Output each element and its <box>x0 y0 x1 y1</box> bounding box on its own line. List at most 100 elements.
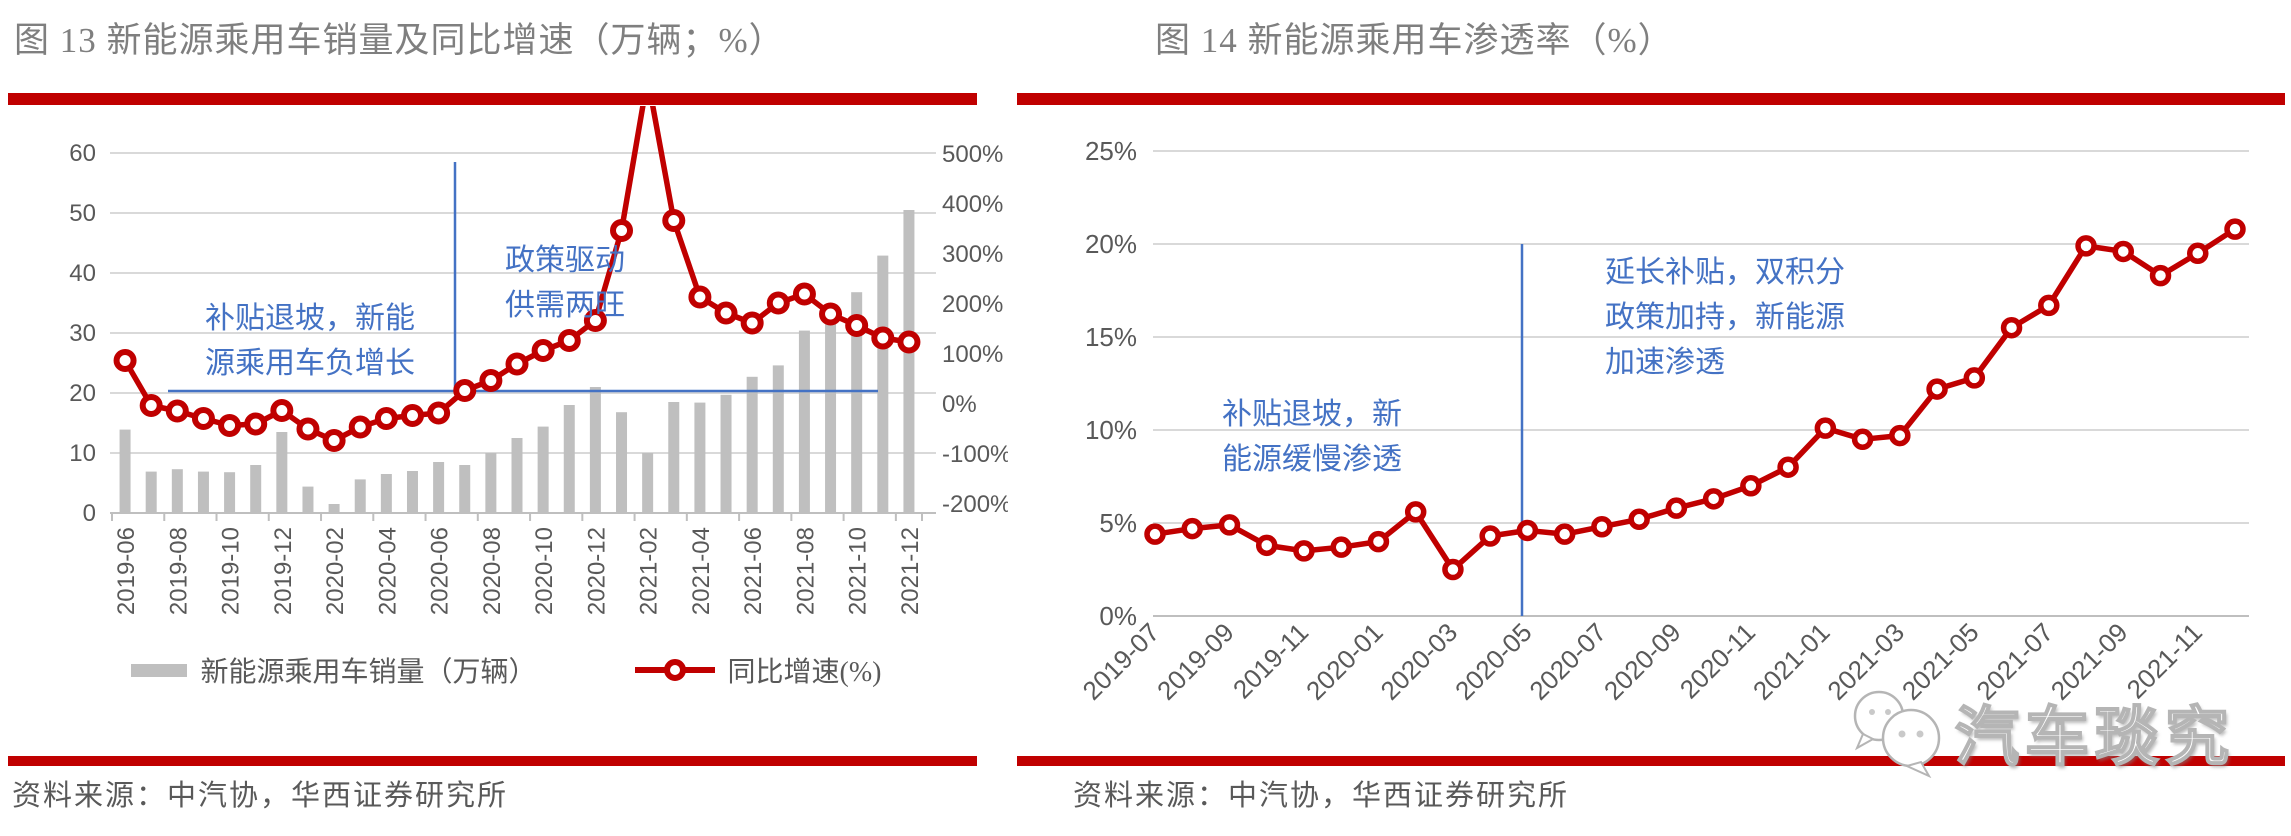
penetration-marker <box>1404 501 1427 523</box>
yoy-marker <box>610 219 634 242</box>
yoy-marker <box>322 429 346 452</box>
sales-bar <box>903 210 915 513</box>
yoy-marker <box>819 302 843 326</box>
x-axis-tick-label: 2021-02 <box>636 527 663 615</box>
penetration-marker <box>2224 218 2246 240</box>
sales-bar <box>119 429 131 513</box>
figure-13-title: 图 13 新能源乘用车销量及同比增速（万辆；%） <box>14 21 785 60</box>
yoy-marker <box>453 379 477 402</box>
right-axis-tick-label: 200% <box>942 291 1003 318</box>
penetration-marker <box>1293 540 1315 562</box>
y-axis-tick-label: 10% <box>1085 415 1137 445</box>
penetration-marker <box>1702 488 1725 510</box>
yoy-marker <box>792 282 816 306</box>
sales-bar <box>851 292 863 513</box>
sales-bar <box>537 426 549 513</box>
chart14-canvas: 25%20%15%10%5%0%2019-072019-092019-11202… <box>1077 136 2249 706</box>
figure-14-bottom-rule <box>1017 756 2285 766</box>
yoy-marker <box>165 399 189 423</box>
yoy-marker <box>662 209 686 232</box>
penetration-marker <box>1851 428 1874 451</box>
sales-bar <box>145 471 157 513</box>
sales-bar <box>433 462 445 513</box>
x-axis-tick-label: 2020-05 <box>1449 617 1538 706</box>
sales-bar <box>276 432 288 513</box>
penetration-marker <box>1218 514 1241 536</box>
sales-bar <box>459 465 471 513</box>
annotation-subsidy-decline-slow-penetration: 补贴退坡，新 能源缓慢渗透 <box>1222 398 1402 476</box>
x-axis-tick-label: 2019-06 <box>113 527 140 615</box>
yoy-marker <box>191 407 215 430</box>
yoy-marker <box>583 309 607 332</box>
sales-bar <box>354 479 366 513</box>
right-axis-tick-label: 0% <box>942 391 977 418</box>
yoy-marker <box>714 301 738 325</box>
penetration-marker <box>1665 497 1688 519</box>
sales-bar <box>250 465 262 513</box>
sales-bar <box>825 312 837 513</box>
x-axis-tick-label: 2019-08 <box>165 527 192 615</box>
penetration-marker <box>1442 558 1464 581</box>
yoy-marker <box>139 394 163 417</box>
sales-bar <box>406 471 418 513</box>
penetration-marker <box>1330 536 1352 558</box>
yoy-marker <box>845 314 869 337</box>
penetration-marker <box>2149 264 2172 287</box>
annotation-subsidy-extension-acceleration: 延长补贴，双积分 政策加持，新能源 加速渗透 <box>1605 256 1845 379</box>
figure-13-source-note: 资料来源：中汽协，华西证券研究所 <box>12 780 509 812</box>
x-axis-tick-label: 2021-01 <box>1747 617 1836 706</box>
x-axis-tick-label: 2021-06 <box>740 527 767 615</box>
x-axis-tick-label: 2020-02 <box>322 527 349 615</box>
chart13-canvas: 60 50 40 30 20 10 0 500% 400% 300% 200% 100% 0% -100%… <box>69 75 1011 615</box>
yoy-marker <box>505 352 529 376</box>
penetration-marker <box>1181 517 1203 540</box>
penetration-marker <box>1516 519 1539 542</box>
sales-bar <box>720 394 732 513</box>
yoy-marker <box>479 369 503 392</box>
yoy-marker <box>531 339 555 362</box>
x-axis-tick-label: 2020-03 <box>1374 617 1463 706</box>
penetration-marker <box>2038 294 2060 317</box>
yoy-marker <box>113 349 137 372</box>
y-axis-tick-label: 20% <box>1085 229 1137 259</box>
x-axis-tick-label: 2021-08 <box>792 527 819 615</box>
right-axis-tick-label: 100% <box>942 341 1003 368</box>
y-axis-tick-label: 5% <box>1099 508 1137 538</box>
left-axis-tick-label: 10 <box>69 440 96 467</box>
penetration-marker <box>1814 417 1837 439</box>
sales-bar <box>328 504 340 513</box>
x-axis-tick-label: 2020-08 <box>479 527 506 615</box>
sales-bar <box>668 402 680 513</box>
x-axis-tick-label: 2020-12 <box>583 527 610 615</box>
right-axis-tick-label: 400% <box>942 191 1003 218</box>
sales-bar <box>302 486 314 513</box>
penetration-marker <box>1591 515 1613 538</box>
y-axis-tick-label: 25% <box>1085 136 1137 166</box>
sales-bar <box>798 330 810 513</box>
penetration-marker <box>1255 534 1278 557</box>
yoy-marker <box>766 291 790 315</box>
penetration-marker <box>2075 235 2097 257</box>
left-axis-tick-label: 30 <box>69 320 96 347</box>
sales-bar <box>171 469 183 513</box>
annotation-subsidy-decline-negative-growth: 补贴退坡，新能 源乘用车负增长 <box>205 302 415 380</box>
legend-line-swatch <box>634 659 715 681</box>
figure-14-title-underline <box>1017 93 2285 105</box>
x-axis-tick-label: 2020-01 <box>1300 617 1389 706</box>
x-axis-tick-label: 2019-10 <box>218 527 245 615</box>
yoy-marker <box>400 404 424 427</box>
right-axis-tick-label: -200% <box>942 491 1008 518</box>
wechat-icon <box>1853 690 1941 778</box>
right-axis-tick-label: 300% <box>942 241 1003 268</box>
x-axis-tick-label: 2020-04 <box>374 527 401 615</box>
sales-bar <box>563 405 575 513</box>
sales-bar <box>772 365 784 513</box>
penetration-marker <box>1926 378 1948 400</box>
right-axis-tick-label: 500% <box>942 141 1003 168</box>
yoy-marker <box>244 412 268 436</box>
figure-13-panel: 图 13 新能源乘用车销量及同比增速（万辆；%） 60 50 40 30 20 10 0 50… <box>8 0 1011 836</box>
figure-14-chart: 25% 20% 15% 10% 5% 0% 2019-07 2019-09 2019-11 202… <box>1017 106 2285 751</box>
sales-bar <box>694 402 706 513</box>
x-axis-tick-label: 2020-10 <box>531 527 558 615</box>
yoy-marker <box>897 330 921 354</box>
